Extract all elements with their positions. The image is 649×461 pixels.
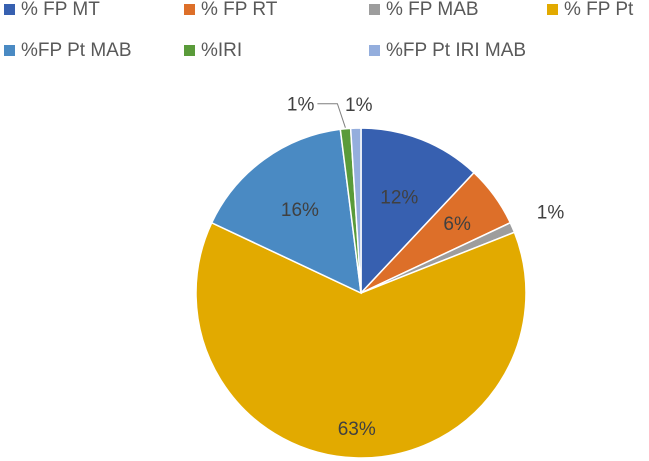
data-label-pct-fp-rt: 6% <box>443 214 471 235</box>
legend-label: % FP MAB <box>386 0 479 20</box>
legend-item-pctfp-pt-iri-mab: %FP Pt IRI MAB <box>369 40 526 61</box>
legend-item-pct-fp-rt: % FP RT <box>184 0 278 20</box>
legend-swatch <box>184 4 195 15</box>
legend-swatch <box>369 45 380 56</box>
data-label-pctfp-pt-iri-mab: 1% <box>345 95 373 116</box>
legend-swatch <box>4 45 15 56</box>
legend-label: %FP Pt IRI MAB <box>386 40 526 61</box>
leader-line-pctiri <box>317 103 346 128</box>
data-label-pctfp-pt-mab: 16% <box>281 200 319 221</box>
legend-label: % FP RT <box>201 0 278 20</box>
legend-label: %IRI <box>201 40 242 61</box>
chart-legend: % FP MT % FP RT % FP MAB % FP Pt %FP Pt MAB%… <box>4 0 634 61</box>
pie-slices <box>195 127 527 459</box>
leader-lines <box>317 103 346 128</box>
legend-swatch <box>547 4 558 15</box>
data-label-pct-fp-mt: 12% <box>380 187 418 208</box>
pie-slice-pct-fp-pt <box>195 221 527 459</box>
legend-item-pct-fp-mt: % FP MT <box>4 0 100 20</box>
pie-slice-pctfp-pt-mab <box>210 128 362 295</box>
legend-label: % FP MT <box>21 0 100 20</box>
legend-swatch <box>4 4 15 15</box>
pie-slice-pctfp-pt-iri-mab <box>349 127 362 294</box>
legend-swatch <box>369 4 380 15</box>
legend-swatch <box>184 45 195 56</box>
data-label-pct-fp-mab: 1% <box>537 203 565 224</box>
data-label-pct-fp-pt: 63% <box>338 419 376 440</box>
slice-labels: 12% 6% 63% 16% 1% 1% 1% <box>281 95 564 440</box>
legend-label: % FP Pt <box>564 0 634 20</box>
legend-item-pct-fp-mab: % FP MAB <box>369 0 479 20</box>
legend-item-pct-fp-pt: % FP Pt <box>547 0 634 20</box>
legend-item-pctiri: %IRI <box>184 40 242 61</box>
legend-label: %FP Pt MAB <box>21 40 132 61</box>
pie-slice-pct-fp-mt <box>360 127 476 295</box>
data-label-pctiri: 1% <box>287 95 315 116</box>
legend-item-pctfp-pt-mab: %FP Pt MAB <box>4 40 132 61</box>
